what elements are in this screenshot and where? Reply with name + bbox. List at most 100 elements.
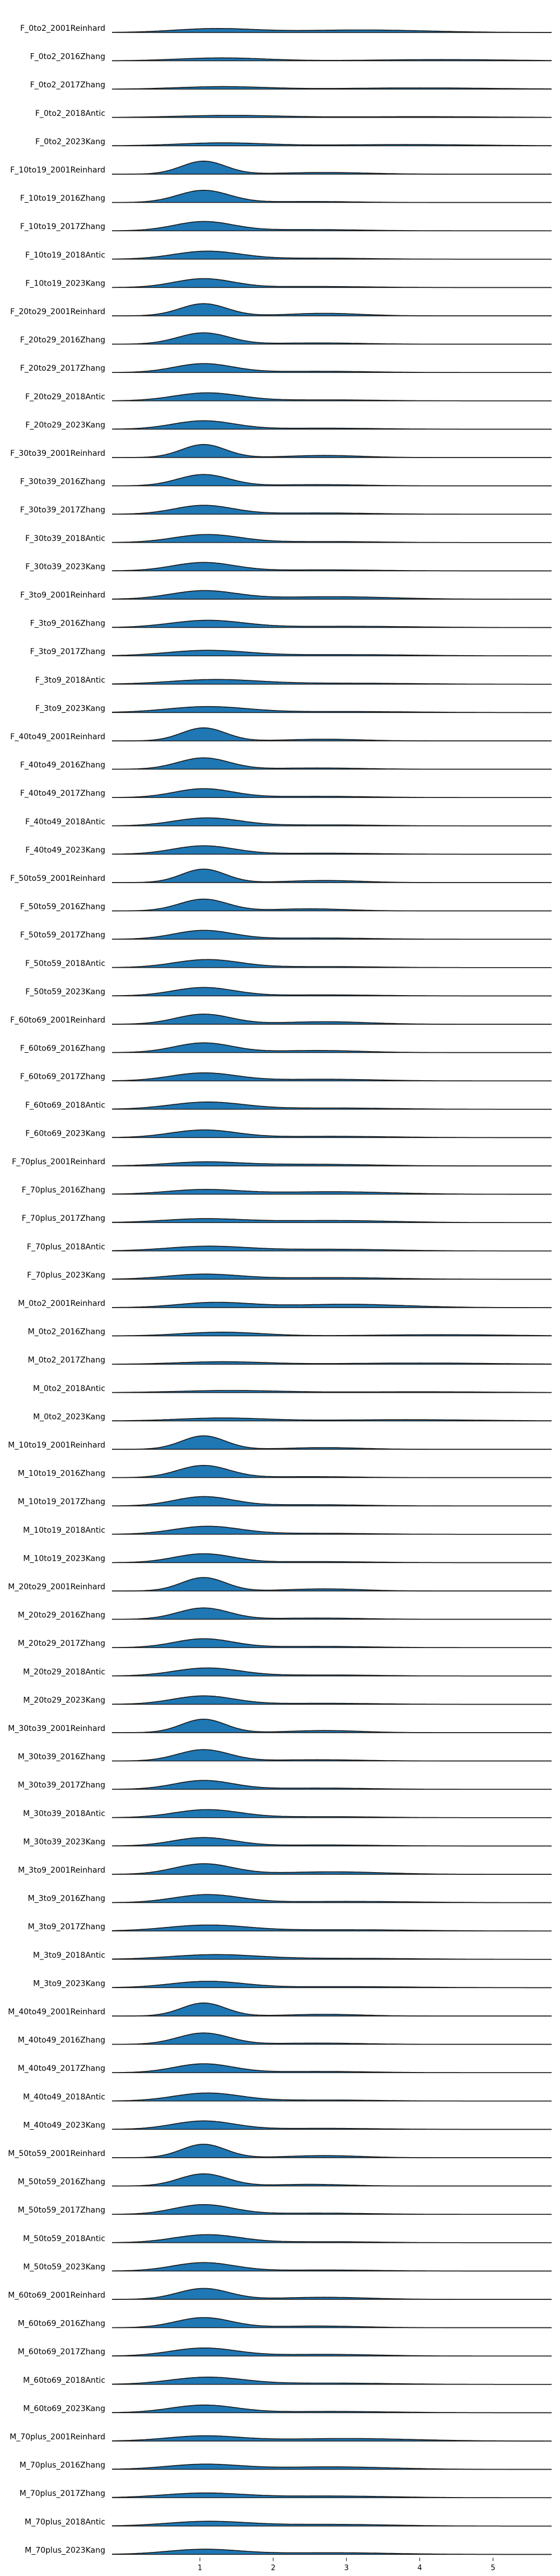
ridge-area: [112, 505, 552, 515]
row-label: M_30to39_2018Antic: [23, 1809, 105, 1818]
ridge-area: [112, 987, 552, 996]
ridge-area: [112, 727, 552, 741]
ridge-row: M_40to49_2018Antic: [23, 2092, 552, 2102]
ridge-row: F_40to49_2016Zhang: [20, 757, 552, 770]
row-label: F_60to69_2016Zhang: [20, 1044, 105, 1053]
ridge-outline: [111, 142, 552, 146]
ridge-area: [112, 2549, 552, 2555]
ridge-area: [112, 706, 552, 713]
row-label: F_10to19_2023Kang: [25, 279, 105, 288]
row-label: F_50to59_2023Kang: [25, 987, 105, 996]
row-label: F_10to19_2001Reinhard: [10, 166, 105, 175]
ridge-row: F_50to59_2017Zhang: [20, 930, 552, 940]
ridge-row: M_10to19_2023Kang: [23, 1553, 552, 1563]
ridge-row: M_50to59_2017Zhang: [18, 2204, 552, 2215]
ridge-row: M_3to9_2023Kang: [33, 1979, 552, 1988]
ridge-area: [112, 788, 552, 798]
ridge-area: [112, 1578, 552, 1591]
ridge-area: [112, 2204, 552, 2215]
ridge-row: F_30to39_2001Reinhard: [10, 444, 552, 458]
ridge-area: [112, 818, 552, 826]
row-label: F_50to59_2018Antic: [25, 959, 105, 968]
ridge-area: [112, 333, 552, 344]
ridge-area: [112, 1102, 552, 1109]
x-tick-label: 4: [417, 2564, 422, 2572]
row-label: M_60to69_2016Zhang: [18, 2320, 105, 2328]
row-label: M_50to59_2001Reinhard: [8, 2149, 105, 2158]
ridge-area: [112, 620, 552, 628]
ridge-row: F_70plus_2018Antic: [27, 1243, 552, 1252]
x-tick-label: 3: [344, 2564, 349, 2572]
ridge-row: F_70plus_2001Reinhard: [12, 1158, 552, 1166]
row-label: M_50to59_2017Zhang: [18, 2206, 105, 2215]
ridge-area: [112, 1639, 552, 1648]
ridge-row: M_50to59_2023Kang: [23, 2262, 552, 2271]
ridge-area: [112, 650, 552, 656]
row-label: M_3to9_2023Kang: [33, 1979, 105, 1988]
ridge-area: [112, 1608, 552, 1620]
row-label: M_10to19_2016Zhang: [18, 1469, 105, 1478]
row-label: F_30to39_2018Antic: [25, 534, 105, 543]
row-label: F_70plus_2017Zhang: [22, 1214, 105, 1223]
ridge-row: F_60to69_2016Zhang: [20, 1042, 552, 1053]
ridge-area: [112, 1696, 552, 1705]
row-label: F_50to59_2001Reinhard: [10, 874, 105, 883]
ridge-row: F_10to19_2018Antic: [25, 250, 552, 260]
ridge-row: M_3to9_2016Zhang: [28, 1894, 552, 1903]
ridge-row: F_60to69_2001Reinhard: [10, 1014, 552, 1025]
ridge-row: M_60to69_2017Zhang: [18, 2348, 552, 2356]
ridge-row: M_50to59_2001Reinhard: [8, 2144, 552, 2158]
ridge-row: M_60to69_2001Reinhard: [8, 2288, 552, 2300]
ridge-area: [112, 1954, 552, 1959]
ridge-row: F_70plus_2016Zhang: [22, 1186, 552, 1195]
ridge-outline: [112, 115, 552, 118]
ridge-row: F_20to29_2018Antic: [25, 392, 552, 402]
ridge-outline: [112, 1361, 552, 1365]
row-label: M_3to9_2001Reinhard: [18, 1866, 105, 1875]
ridge-row: F_3to9_2016Zhang: [30, 619, 552, 628]
row-label: M_40to49_2001Reinhard: [8, 2008, 105, 2017]
ridge-outline: [112, 86, 552, 90]
ridge-outline: [112, 27, 552, 33]
row-label: M_0to2_2017Zhang: [28, 1356, 105, 1365]
ridge-row: M_70plus_2017Zhang: [20, 2489, 552, 2498]
ridge-row: M_30to39_2016Zhang: [18, 1749, 552, 1762]
row-label: M_10to19_2023Kang: [23, 1554, 105, 1563]
ridge-row: F_10to19_2017Zhang: [20, 221, 552, 231]
ridge-row: F_0to2_2016Zhang: [30, 53, 552, 62]
ridge-row: F_3to9_2023Kang: [35, 704, 552, 713]
row-label: F_0to2_2016Zhang: [30, 53, 105, 62]
row-label: F_20to29_2001Reinhard: [10, 307, 105, 316]
ridge-row: M_40to49_2016Zhang: [18, 2032, 552, 2045]
ridge-row: M_20to29_2017Zhang: [18, 1638, 552, 1648]
row-label: F_10to19_2018Antic: [25, 251, 105, 260]
row-label: M_30to39_2016Zhang: [18, 1753, 105, 1762]
ridge-area: [112, 1809, 552, 1818]
ridge-area: [112, 1496, 552, 1506]
ridge-area: [112, 444, 552, 458]
ridge-area: [112, 1780, 552, 1790]
ridge-row: F_10to19_2016Zhang: [20, 190, 552, 203]
ridge-row: M_10to19_2018Antic: [23, 1525, 552, 1535]
row-label: F_60to69_2017Zhang: [20, 1072, 105, 1081]
row-label: M_0to2_2023Kang: [33, 1412, 105, 1421]
row-label: F_20to29_2017Zhang: [20, 364, 105, 373]
ridge-outline: [112, 1390, 552, 1393]
ridge-row: M_3to9_2001Reinhard: [18, 1863, 552, 1875]
ridge-row: M_70plus_2016Zhang: [20, 2461, 552, 2470]
ridge-row: M_3to9_2017Zhang: [28, 1922, 552, 1931]
row-label: F_50to59_2016Zhang: [20, 903, 105, 912]
ridge-row: M_40to49_2023Kang: [23, 2120, 552, 2130]
ridge-row: M_0to2_2018Antic: [33, 1384, 552, 1393]
row-label: F_20to29_2016Zhang: [20, 336, 105, 345]
ridge-row: F_40to49_2001Reinhard: [10, 727, 552, 741]
ridge-row: F_50to59_2023Kang: [25, 987, 552, 996]
row-label: F_3to9_2017Zhang: [30, 647, 105, 656]
ridge-row: F_0to2_2018Antic: [35, 109, 552, 118]
ridge-area: [112, 2064, 552, 2073]
ridge-area: [112, 679, 552, 684]
ridge-row: F_60to69_2017Zhang: [20, 1072, 552, 1081]
ridge-area: [112, 190, 552, 203]
ridge-row: F_0to2_2001Reinhard: [20, 24, 552, 33]
ridge-area: [112, 161, 552, 174]
